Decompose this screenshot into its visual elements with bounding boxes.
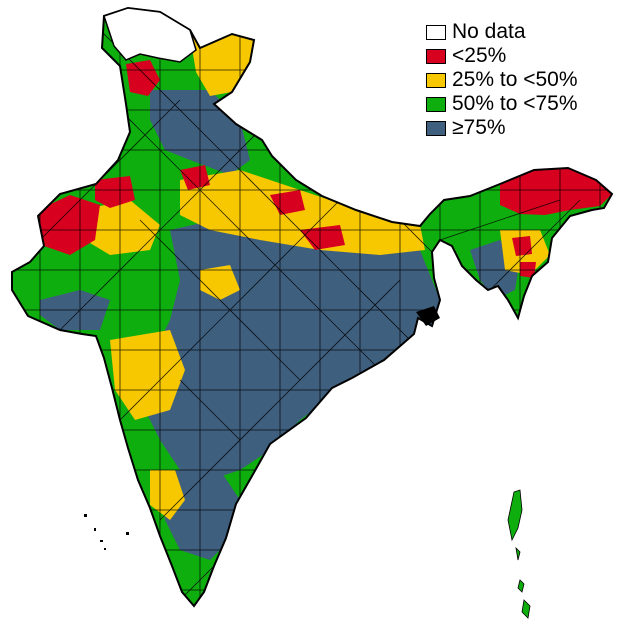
region-nodata-north bbox=[103, 7, 197, 63]
legend-label-50to75: 50% to <75% bbox=[452, 92, 578, 115]
legend-swatch-ge75 bbox=[426, 120, 446, 136]
region-lt25-haryana bbox=[180, 165, 210, 190]
legend-item-lt25: <25% bbox=[426, 44, 578, 68]
region-lt25-assam bbox=[512, 236, 532, 256]
legend-item-50to75: 50% to <75% bbox=[426, 92, 578, 116]
region-lt25-kashmir bbox=[126, 60, 160, 96]
legend-item-25to50: 25% to <50% bbox=[426, 68, 578, 92]
region-25to50-maharashtra bbox=[110, 330, 185, 420]
legend: No data <25% 25% to <50% 50% to <75% ≥75… bbox=[426, 20, 578, 140]
legend-label-ge75: ≥75% bbox=[452, 116, 506, 139]
coast-delta bbox=[416, 306, 440, 326]
legend-swatch-lt25 bbox=[426, 48, 446, 64]
legend-swatch-50to75 bbox=[426, 96, 446, 112]
legend-item-no-data: No data bbox=[426, 20, 578, 44]
region-25to50-gangetic bbox=[180, 170, 425, 255]
legend-label-no-data: No data bbox=[452, 20, 526, 43]
region-lt25-rajasthan bbox=[38, 195, 100, 255]
region-lt25-rajasthan-2 bbox=[95, 176, 135, 208]
region-lt25-arunachal bbox=[500, 168, 612, 215]
region-lt25-up bbox=[300, 225, 345, 250]
region-25to50-mp bbox=[200, 265, 240, 300]
legend-item-ge75: ≥75% bbox=[426, 116, 578, 140]
lakshadweep-islands bbox=[84, 514, 129, 550]
legend-label-lt25: <25% bbox=[452, 44, 507, 67]
andaman-islands bbox=[507, 489, 531, 619]
region-25to50-karnataka bbox=[150, 470, 185, 520]
legend-swatch-no-data bbox=[426, 24, 446, 40]
legend-swatch-25to50 bbox=[426, 72, 446, 88]
legend-label-25to50: 25% to <50% bbox=[452, 68, 578, 91]
